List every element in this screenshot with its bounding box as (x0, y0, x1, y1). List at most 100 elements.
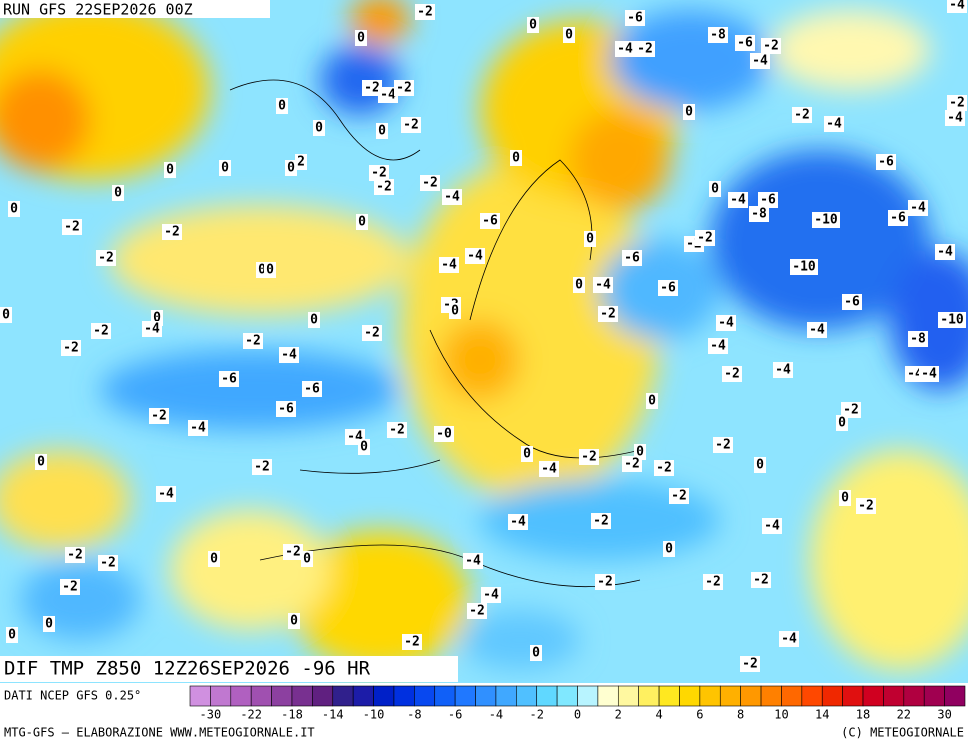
legend-swatch (475, 685, 497, 707)
legend-tick-label: 18 (856, 708, 870, 722)
contour-label: -2 (285, 545, 301, 560)
contour-label: -2 (624, 457, 640, 472)
label-box (539, 461, 559, 477)
label-box (288, 613, 300, 629)
label-box (43, 616, 55, 632)
label-box (751, 572, 771, 588)
legend-tick-label: 14 (815, 708, 829, 722)
label-box (8, 201, 20, 217)
legend-swatch (597, 685, 619, 707)
contour-label: -4 (595, 278, 611, 293)
legend-swatch (719, 685, 741, 707)
label-box (663, 541, 675, 557)
run-label: RUN GFS 22SEP2026 00Z (3, 1, 193, 19)
legend-swatch (189, 685, 211, 707)
label-box (773, 362, 793, 378)
legend-tick-label: 22 (897, 708, 911, 722)
contour-label: 0 (636, 445, 644, 460)
contour-label: -4 (710, 339, 726, 354)
label-box (622, 250, 642, 266)
label-box (695, 230, 715, 246)
label-box (449, 303, 461, 319)
legend-swatch (801, 685, 823, 707)
contour-label: -2 (389, 423, 405, 438)
contour-label: -2 (422, 176, 438, 191)
contour-label: -6 (278, 402, 294, 417)
legend-swatch (312, 685, 334, 707)
contour-label: -6 (221, 372, 237, 387)
contour-label: 0 (10, 202, 18, 217)
label-box (188, 420, 208, 436)
contour-label: -2 (151, 409, 167, 424)
label-box (480, 213, 500, 229)
label-box (790, 259, 818, 275)
label-box (6, 627, 18, 643)
contour-label: 2 (297, 155, 305, 170)
label-box (35, 454, 47, 470)
contour-label: -10 (792, 260, 816, 275)
legend-swatch (332, 685, 354, 707)
label-box (779, 631, 799, 647)
contour-label: 0 (315, 121, 323, 136)
legend-tick-label: 10 (774, 708, 788, 722)
contour-label: -4 (752, 54, 768, 69)
label-box (376, 123, 388, 139)
label-box (308, 312, 320, 328)
contour-label: -2 (763, 39, 779, 54)
label-box (91, 323, 111, 339)
label-box (442, 189, 462, 205)
label-box (508, 514, 528, 530)
contour-label: 0 (290, 614, 298, 629)
label-box (625, 10, 645, 26)
legend-tick-label: -6 (448, 708, 462, 722)
label-box (593, 277, 613, 293)
label-box (96, 250, 116, 266)
contour-label: -2 (656, 461, 672, 476)
legend-tick-label: -2 (529, 708, 543, 722)
legend-swatch (821, 685, 843, 707)
contour-label: 0 (586, 232, 594, 247)
legend-swatch (414, 685, 436, 707)
legend-swatch (577, 685, 599, 707)
contour-label: -8 (710, 28, 726, 43)
legend-tick-label: 2 (615, 708, 622, 722)
contour-label: 0 (37, 455, 45, 470)
legend-swatch (495, 685, 517, 707)
contour-label: -4 (937, 245, 953, 260)
label-box (740, 656, 760, 672)
contour-label: -2 (245, 334, 261, 349)
label-box (716, 315, 736, 331)
contour-label: -2 (600, 307, 616, 322)
contour-label: -2 (794, 108, 810, 123)
label-box (355, 30, 367, 46)
contour-label: -8 (910, 332, 926, 347)
contour-label: 0 (266, 263, 274, 278)
legend-swatch (210, 685, 232, 707)
map-title: DIF TMP Z850 12Z26SEP2026 -96 HR (4, 658, 371, 680)
label-box (709, 181, 721, 197)
legend-swatch (291, 685, 313, 707)
label-box (301, 551, 313, 567)
contour-label: -2 (469, 604, 485, 619)
contour-label: -2 (98, 251, 114, 266)
contour-label: -2 (364, 81, 380, 96)
contour-label: 0 (360, 440, 368, 455)
contour-label: -4 (510, 515, 526, 530)
title-box (0, 656, 458, 682)
contour-label: -2 (581, 450, 597, 465)
label-box (439, 257, 459, 273)
label-box (62, 219, 82, 235)
label-box (264, 262, 276, 278)
contour-label: -2 (417, 5, 433, 20)
contour-label: -2 (62, 580, 78, 595)
legend-swatch (760, 685, 782, 707)
contour-label: 0 (756, 458, 764, 473)
label-box (463, 553, 483, 569)
label-box (856, 498, 876, 514)
contour-label: 0 (45, 617, 53, 632)
label-box (530, 645, 542, 661)
contour-label: 0 (685, 105, 693, 120)
label-box (415, 4, 435, 20)
label-box (313, 120, 325, 136)
label-box (434, 426, 454, 442)
